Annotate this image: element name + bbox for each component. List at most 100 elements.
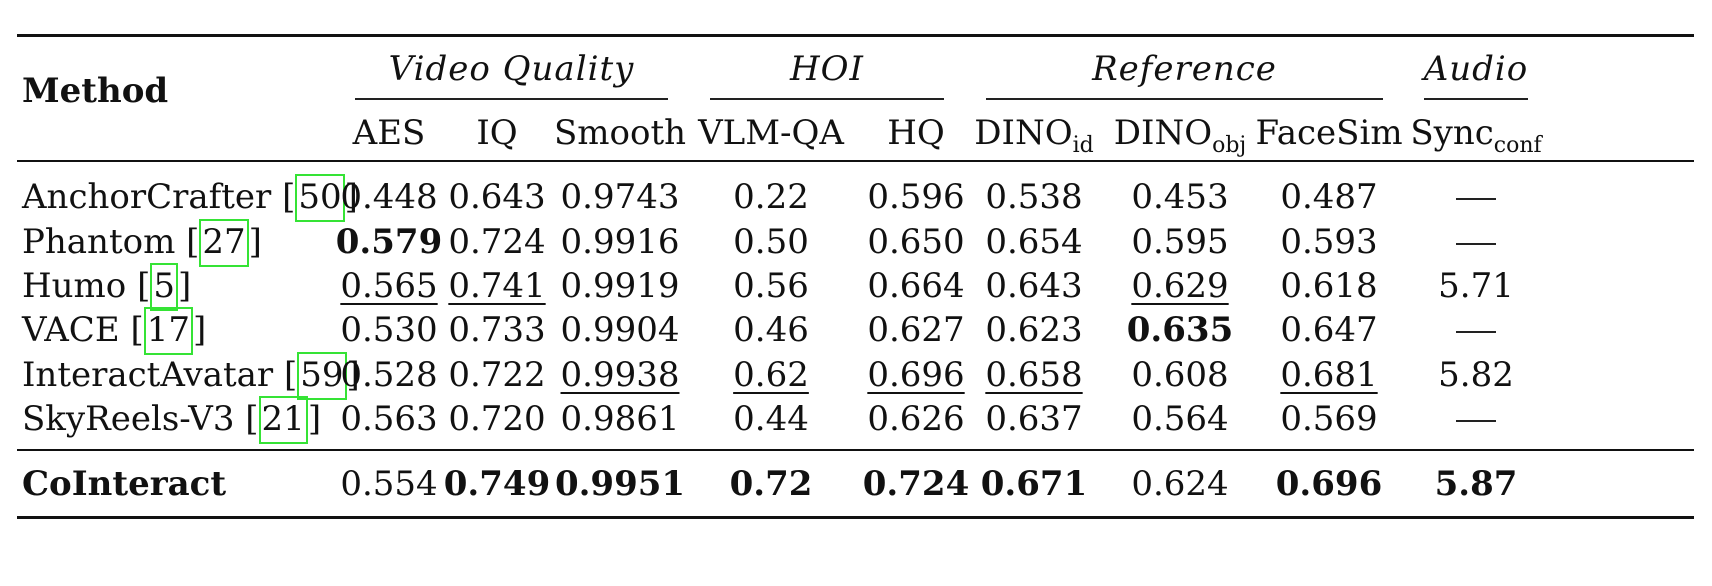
column-header-dino_id: DINOid: [974, 113, 1093, 157]
column-header-subscript: obj: [1212, 133, 1247, 158]
group-header-0: Video Quality: [388, 49, 635, 89]
table-cell-smooth: 0.9904: [560, 310, 680, 350]
table-cell-iq: 0.722: [448, 355, 546, 395]
table-cell-aes: 0.565: [340, 266, 438, 306]
column-header-iq: IQ: [476, 116, 517, 150]
column-header-label: AES: [352, 113, 426, 153]
citation-link[interactable]: [50]: [282, 174, 358, 222]
dash-mark: [1456, 243, 1496, 245]
table-cell-dino_obj: 0.453: [1131, 177, 1229, 217]
group-header-1: HOI: [790, 49, 864, 89]
citation-link[interactable]: [59]: [284, 352, 360, 400]
dash-mark: [1456, 198, 1496, 200]
citation-link[interactable]: [5]: [137, 263, 191, 311]
citation-number[interactable]: 27: [199, 219, 249, 267]
table-cell-smooth: 0.9938: [560, 355, 680, 395]
column-header-dino_obj: DINOobj: [1113, 113, 1246, 157]
group-rule-2: [986, 98, 1383, 100]
column-header-sync: Syncconf: [1410, 113, 1541, 157]
table-cell-aes: 0.554: [340, 464, 438, 504]
table-cell-aes: 0.563: [340, 399, 438, 439]
table-cell-sync: —: [1456, 180, 1496, 214]
column-header-subscript: id: [1072, 133, 1094, 158]
summary-rule: [17, 449, 1694, 451]
table-cell-hq: 0.650: [867, 222, 965, 262]
table-cell-sync: —: [1456, 313, 1496, 347]
table-cell-sync: 5.82: [1438, 355, 1514, 395]
table-cell-iq: 0.643: [448, 177, 546, 217]
group-header-2: Reference: [1092, 49, 1277, 89]
table-cell-iq: 0.741: [448, 266, 546, 306]
column-header-vlmqa: VLM-QA: [698, 116, 844, 150]
citation-number[interactable]: 50: [295, 174, 345, 222]
column-header-label: Smooth: [553, 113, 687, 153]
table-cell-vlmqa: 0.56: [733, 266, 809, 306]
citation-number[interactable]: 17: [143, 307, 193, 355]
citation-link[interactable]: [21]: [245, 396, 321, 444]
table-cell-facesim: 0.569: [1280, 399, 1378, 439]
table-cell-sync: —: [1456, 402, 1496, 436]
table-cell-hq: 0.696: [867, 355, 965, 395]
citation-link[interactable]: [17]: [130, 307, 206, 355]
method-name: CoInteract: [22, 467, 226, 501]
table-cell-facesim: 0.647: [1280, 310, 1378, 350]
table-cell-dino_obj: 0.629: [1131, 266, 1229, 306]
column-header-subscript: conf: [1493, 133, 1542, 158]
table-cell-hq: 0.596: [867, 177, 965, 217]
group-rule-1: [710, 98, 944, 100]
table-cell-facesim: 0.487: [1280, 177, 1378, 217]
method-label: Phantom: [22, 222, 176, 262]
table-cell-iq: 0.720: [448, 399, 546, 439]
citation-number[interactable]: 21: [258, 396, 308, 444]
table-cell-facesim: 0.696: [1275, 464, 1383, 504]
top-rule: [17, 34, 1694, 37]
method-label: Humo: [22, 266, 127, 306]
column-header-label: DINO: [974, 113, 1073, 153]
table-cell-facesim: 0.593: [1280, 222, 1378, 262]
column-header-label: DINO: [1113, 113, 1213, 153]
method-label: SkyReels-V3: [22, 399, 235, 439]
method-name: VACE [17]: [22, 307, 206, 355]
table-cell-dino_obj: 0.608: [1131, 355, 1229, 395]
column-header-smooth: Smooth: [554, 116, 686, 150]
table-cell-dino_id: 0.538: [985, 177, 1083, 217]
table-cell-aes: 0.579: [335, 222, 443, 262]
column-header-label: Sync: [1410, 113, 1494, 153]
table-cell-dino_id: 0.658: [985, 355, 1083, 395]
table-cell-dino_obj: 0.595: [1131, 222, 1229, 262]
table-cell-vlmqa: 0.22: [733, 177, 809, 217]
table-cell-dino_obj: 0.624: [1131, 464, 1229, 504]
table-cell-dino_obj: 0.564: [1131, 399, 1229, 439]
table-cell-smooth: 0.9861: [560, 399, 680, 439]
dash-mark: [1456, 331, 1496, 333]
header-rule: [17, 160, 1694, 162]
group-rule-0: [355, 98, 668, 100]
bottom-rule: [17, 516, 1694, 519]
citation-link[interactable]: [27]: [186, 219, 262, 267]
table-cell-dino_obj: 0.635: [1126, 310, 1234, 350]
group-header-3: Audio: [1423, 49, 1529, 89]
table-cell-smooth: 0.9919: [560, 266, 680, 306]
table-cell-vlmqa: 0.46: [733, 310, 809, 350]
table-cell-hq: 0.626: [867, 399, 965, 439]
table-cell-vlmqa: 0.72: [729, 464, 813, 504]
table-cell-sync: 5.87: [1434, 464, 1518, 504]
method-name: Humo [5]: [22, 263, 191, 311]
table-cell-vlmqa: 0.62: [733, 355, 809, 395]
table-cell-hq: 0.627: [867, 310, 965, 350]
citation-number[interactable]: 5: [150, 263, 178, 311]
table-cell-aes: 0.528: [340, 355, 438, 395]
table-cell-dino_id: 0.637: [985, 399, 1083, 439]
table-cell-vlmqa: 0.50: [733, 222, 809, 262]
table-cell-smooth: 0.9916: [560, 222, 680, 262]
citation-number[interactable]: 59: [297, 352, 347, 400]
table-cell-dino_id: 0.671: [980, 464, 1088, 504]
column-header-facesim: FaceSim: [1255, 116, 1402, 150]
table-cell-iq: 0.733: [448, 310, 546, 350]
table-cell-iq: 0.724: [448, 222, 546, 262]
table-cell-dino_id: 0.643: [985, 266, 1083, 306]
method-label: CoInteract: [22, 464, 227, 504]
column-header-aes: AES: [353, 116, 426, 150]
table-cell-hq: 0.664: [867, 266, 965, 306]
